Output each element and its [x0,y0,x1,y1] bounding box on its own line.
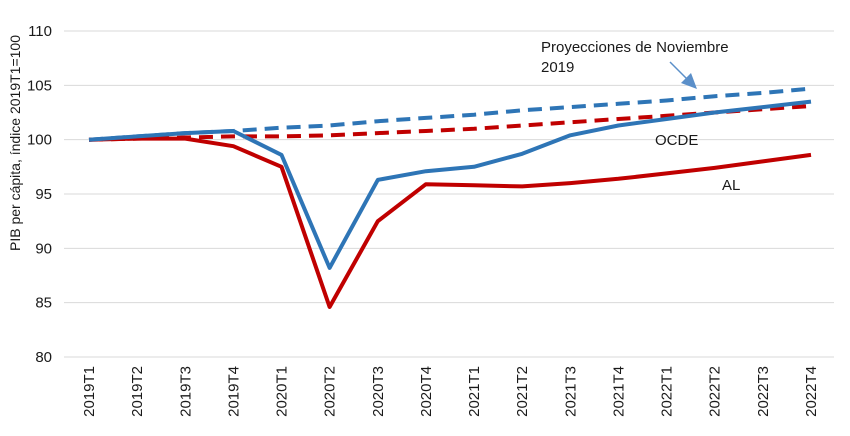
x-tick-label: 2020T4 [418,366,435,417]
series-line-ocde [88,99,812,270]
y-tick-label: 100 [27,132,52,149]
y-axis-ticks: 80 85 90 95 100 105 110 [27,23,52,366]
x-tick-label: 2022T4 [803,366,820,417]
x-tick-label: 2019T1 [81,366,98,417]
y-tick-label: 80 [35,349,52,366]
x-tick-label: 2020T2 [322,366,339,417]
x-tick-label: 2020T1 [274,366,291,417]
x-tick-label: 2019T2 [129,366,146,417]
y-tick-label: 95 [35,186,52,203]
projection-arrow [669,61,697,89]
y-axis-title: PIB per cápita, índice 2019T1=100 [7,35,23,251]
y-tick-label: 105 [27,77,52,94]
x-axis-ticks: 2019T1 2019T2 2019T3 2019T4 2020T1 2020T2 2020… [81,366,820,417]
x-tick-label: 2020T3 [370,366,387,417]
x-tick-label: 2022T3 [755,366,772,417]
y-tick-label: 110 [28,23,52,40]
x-tick-label: 2021T1 [466,366,483,417]
y-tick-label: 90 [35,240,52,257]
projection-label-line1: Proyecciones de Noviembre [541,39,729,56]
x-tick-label: 2022T2 [707,366,724,417]
x-tick-label: 2022T1 [659,366,676,417]
y-tick-label: 85 [35,295,52,312]
x-tick-label: 2019T4 [225,366,242,417]
al-series-label: AL [722,177,740,194]
x-tick-label: 2021T2 [514,366,531,417]
gridlines [64,30,834,358]
ocde-series-label: OCDE [655,132,698,149]
series-layer [88,86,812,309]
x-tick-label: 2021T4 [610,366,627,417]
x-tick-label: 2019T3 [177,366,194,417]
series-line-al [88,136,812,309]
x-tick-label: 2021T3 [562,366,579,417]
projection-label-line2: 2019 [541,59,574,76]
series-line-al-proj [88,104,812,142]
